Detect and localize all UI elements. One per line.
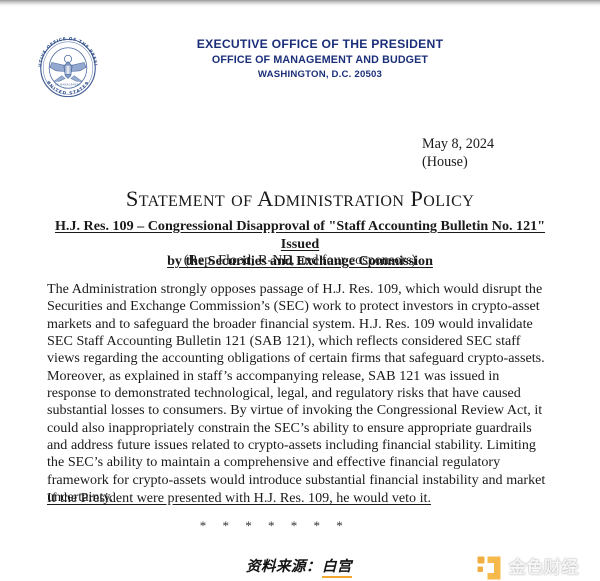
source-label: 资料来源： xyxy=(246,559,321,575)
watermark-logo: 金色财经 xyxy=(476,555,579,581)
document-chamber: (House) xyxy=(422,154,468,170)
document-date: May 8, 2024 xyxy=(422,136,495,152)
agency-line-executive-office: EXECUTIVE OFFICE OF THE PRESIDENT xyxy=(196,37,444,51)
jinse-logo-icon xyxy=(477,556,501,580)
document-page: EXECUTIVE OFFICE OF THE PRESIDENT UNITED… xyxy=(0,6,600,581)
subtitle-line-1: H.J. Res. 109 – Congressional Disapprova… xyxy=(54,218,546,252)
watermark-text: 金色财经 xyxy=(509,558,579,578)
presidential-seal-icon: EXECUTIVE OFFICE OF THE PRESIDENT UNITED… xyxy=(33,31,103,105)
page-top-shadow-strip xyxy=(0,0,600,6)
page-title: Statement of Administration Policy xyxy=(125,186,475,211)
document-subtitle: H.J. Res. 109 – Congressional Disapprova… xyxy=(46,218,554,271)
source-credit: 资料来源：白宫 xyxy=(246,555,352,578)
body-paragraph: The Administration strongly opposes pass… xyxy=(47,281,546,506)
agency-line-omb: OFFICE OF MANAGEMENT AND BUDGET xyxy=(211,54,429,66)
source-value: 白宫 xyxy=(322,559,352,578)
subtitle-line-2: by the Securities and Exchange Commissio… xyxy=(167,253,433,269)
agency-heading: EXECUTIVE OFFICE OF THE PRESIDENT OFFICE… xyxy=(150,37,490,81)
letterhead: EXECUTIVE OFFICE OF THE PRESIDENT UNITED… xyxy=(0,28,600,108)
bill-sponsors: (Rep. Flood, R-NE, and four cosponsors) xyxy=(183,252,417,268)
veto-statement: If the President were presented with H.J… xyxy=(47,490,431,506)
svg-text:OF MANAGEMENT: OF MANAGEMENT xyxy=(55,82,81,86)
agency-line-address: WASHINGTON, D.C. 20503 xyxy=(257,69,383,80)
asterisk-separator: * * * * * * * xyxy=(199,518,350,533)
date-block: May 8, 2024 (House) xyxy=(422,135,494,171)
